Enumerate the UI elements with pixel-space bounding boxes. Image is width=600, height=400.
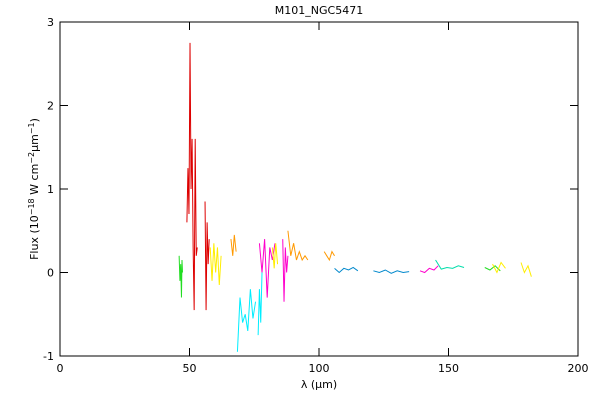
x-tick-label: 150: [438, 362, 459, 375]
spectrum-segment: [258, 239, 276, 298]
y-label-part: ): [28, 118, 41, 122]
spectrum-segment: [334, 266, 359, 274]
spectrum-segment: [282, 239, 289, 302]
spectrum-segment: [287, 230, 309, 262]
plot-frame: [59, 21, 579, 357]
y-tick-label: 0: [47, 267, 54, 280]
y-label-superscript: −1: [27, 122, 36, 134]
spectrum-segment: [178, 255, 184, 298]
y-tick-label: 2: [47, 100, 54, 113]
spectrum-segment: [520, 262, 532, 277]
spectrum-segment: [271, 243, 279, 269]
spectrum-segment: [484, 265, 501, 272]
spectrum-segment: [419, 265, 439, 274]
chart-title: M101_NGC5471: [275, 4, 363, 17]
y-tick-label: 3: [47, 16, 54, 29]
spectrum-segment: [492, 261, 506, 274]
y-axis-label: Flux (10−18 W cm−2µm−1): [27, 118, 41, 260]
x-axis-label: λ (µm): [301, 378, 337, 391]
y-label-superscript: −2: [27, 152, 36, 164]
y-label-superscript: −18: [27, 198, 36, 215]
y-label-part: Flux (10: [28, 215, 41, 260]
spectrum-segment: [230, 234, 237, 256]
y-tick-label: -1: [43, 350, 54, 363]
spectrum-segment: [236, 289, 257, 352]
y-label-part: µm: [28, 134, 41, 152]
spectrum-segment: [373, 269, 410, 274]
y-label-part: W cm: [28, 164, 41, 199]
x-tick-label: 100: [309, 362, 330, 375]
spectrum-segment: [323, 250, 335, 262]
spectrum-segment: [204, 201, 210, 311]
x-tick-label: 200: [568, 362, 589, 375]
spectrum-segment: [186, 42, 198, 311]
spectrum-segment: [435, 259, 465, 270]
y-tick-label: 1: [47, 183, 54, 196]
spectrum-segment: [257, 272, 263, 336]
x-tick-label: 0: [57, 362, 64, 375]
x-tick-label: 50: [183, 362, 197, 375]
spectrum-segment: [209, 243, 222, 286]
